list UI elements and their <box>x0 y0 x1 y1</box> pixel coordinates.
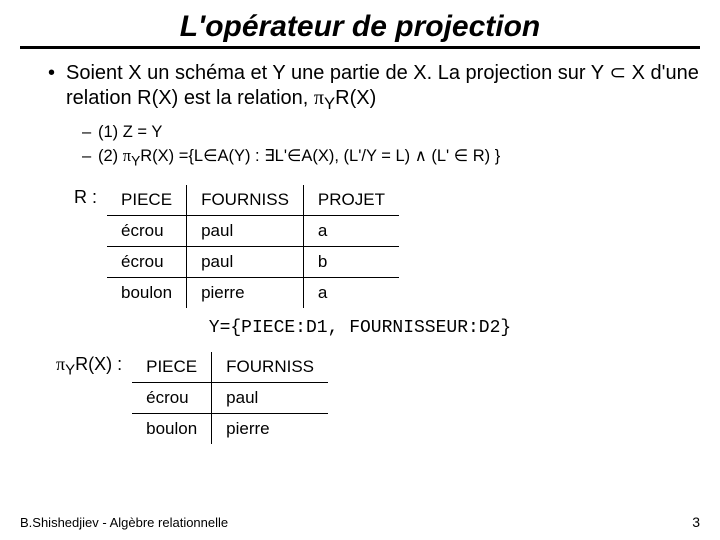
cell: paul <box>212 382 328 413</box>
wedge-symbol: ∧ <box>415 146 427 165</box>
col-header: PROJET <box>303 185 399 216</box>
col-header: PIECE <box>107 185 187 216</box>
rx-text: R(X) <box>335 87 376 109</box>
cell: a <box>303 277 399 308</box>
pi-symbol-2: π <box>123 146 131 165</box>
title-rule: L'opérateur de projection <box>20 10 700 49</box>
definition-1: (1) Z = Y <box>82 121 700 143</box>
projection-label: πYR(X) : <box>56 354 122 379</box>
table-row: écrou paul a <box>107 215 399 246</box>
elem-symbol-2: ∈ <box>287 146 301 165</box>
pi-sub-y-2: Y <box>131 153 140 168</box>
bullet-main-part-a: Soient X un schéma et Y une partie de X.… <box>66 62 609 84</box>
cell: boulon <box>107 277 187 308</box>
col-header: FOURNISS <box>187 185 304 216</box>
def2-g: R) } <box>468 147 500 165</box>
def2-a: (2) <box>98 147 123 165</box>
bullet-main: Soient X un schéma et Y une partie de X.… <box>48 61 700 115</box>
table-row: écrou paul b <box>107 246 399 277</box>
relation-r-table: PIECE FOURNISS PROJET écrou paul a écrou… <box>107 185 399 308</box>
pi-sub-y: Y <box>324 94 335 113</box>
page-number: 3 <box>692 514 700 530</box>
subset-symbol: ⊂ <box>609 62 626 84</box>
projection-table: PIECE FOURNISS écrou paul boulon pierre <box>132 352 328 444</box>
y-definition: Y={PIECE:D1, FOURNISSEUR:D2} <box>20 318 700 338</box>
def2-c: A(Y) : <box>217 147 264 165</box>
cell: b <box>303 246 399 277</box>
table-row: écrou paul <box>132 382 328 413</box>
elem-symbol-3: ∈ <box>454 146 468 165</box>
pi-symbol-3: π <box>56 354 65 374</box>
table-header-row: PIECE FOURNISS <box>132 352 328 383</box>
pi-sub-y-3: Y <box>65 362 75 379</box>
relation-r-label: R : <box>74 187 97 208</box>
projection-block: πYR(X) : PIECE FOURNISS écrou paul boulo… <box>56 352 700 444</box>
def2-d: L' <box>275 147 287 165</box>
def2-e: A(X), (L'/Y = L) <box>301 147 414 165</box>
cell: pierre <box>187 277 304 308</box>
elem-symbol-1: ∈ <box>203 146 217 165</box>
col-header: PIECE <box>132 352 212 383</box>
cell: a <box>303 215 399 246</box>
cell: paul <box>187 215 304 246</box>
cell: écrou <box>107 215 187 246</box>
cell: pierre <box>212 413 328 444</box>
footer-author: B.Shishedjiev - Algèbre relationnelle <box>20 515 228 530</box>
cell: écrou <box>132 382 212 413</box>
cell: paul <box>187 246 304 277</box>
pi-symbol: π <box>314 87 324 109</box>
def2-b: R(X) ={L <box>140 147 203 165</box>
y-definition-text: Y={PIECE:D1, FOURNISSEUR:D2} <box>209 318 511 338</box>
slide-title: L'opérateur de projection <box>180 10 541 43</box>
def2-f: (L' <box>427 147 454 165</box>
col-header: FOURNISS <box>212 352 328 383</box>
table-row: boulon pierre <box>132 413 328 444</box>
cell: écrou <box>107 246 187 277</box>
slide: L'opérateur de projection Soient X un sc… <box>0 0 720 540</box>
table-row: boulon pierre a <box>107 277 399 308</box>
relation-r-block: R : PIECE FOURNISS PROJET écrou paul a é… <box>74 185 700 308</box>
table-header-row: PIECE FOURNISS PROJET <box>107 185 399 216</box>
cell: boulon <box>132 413 212 444</box>
exists-symbol: ∃ <box>264 146 274 165</box>
definition-2: (2) πYR(X) ={L∈A(Y) : ∃L'∈A(X), (L'/Y = … <box>82 145 700 171</box>
projection-label-suffix: R(X) : <box>75 354 122 374</box>
